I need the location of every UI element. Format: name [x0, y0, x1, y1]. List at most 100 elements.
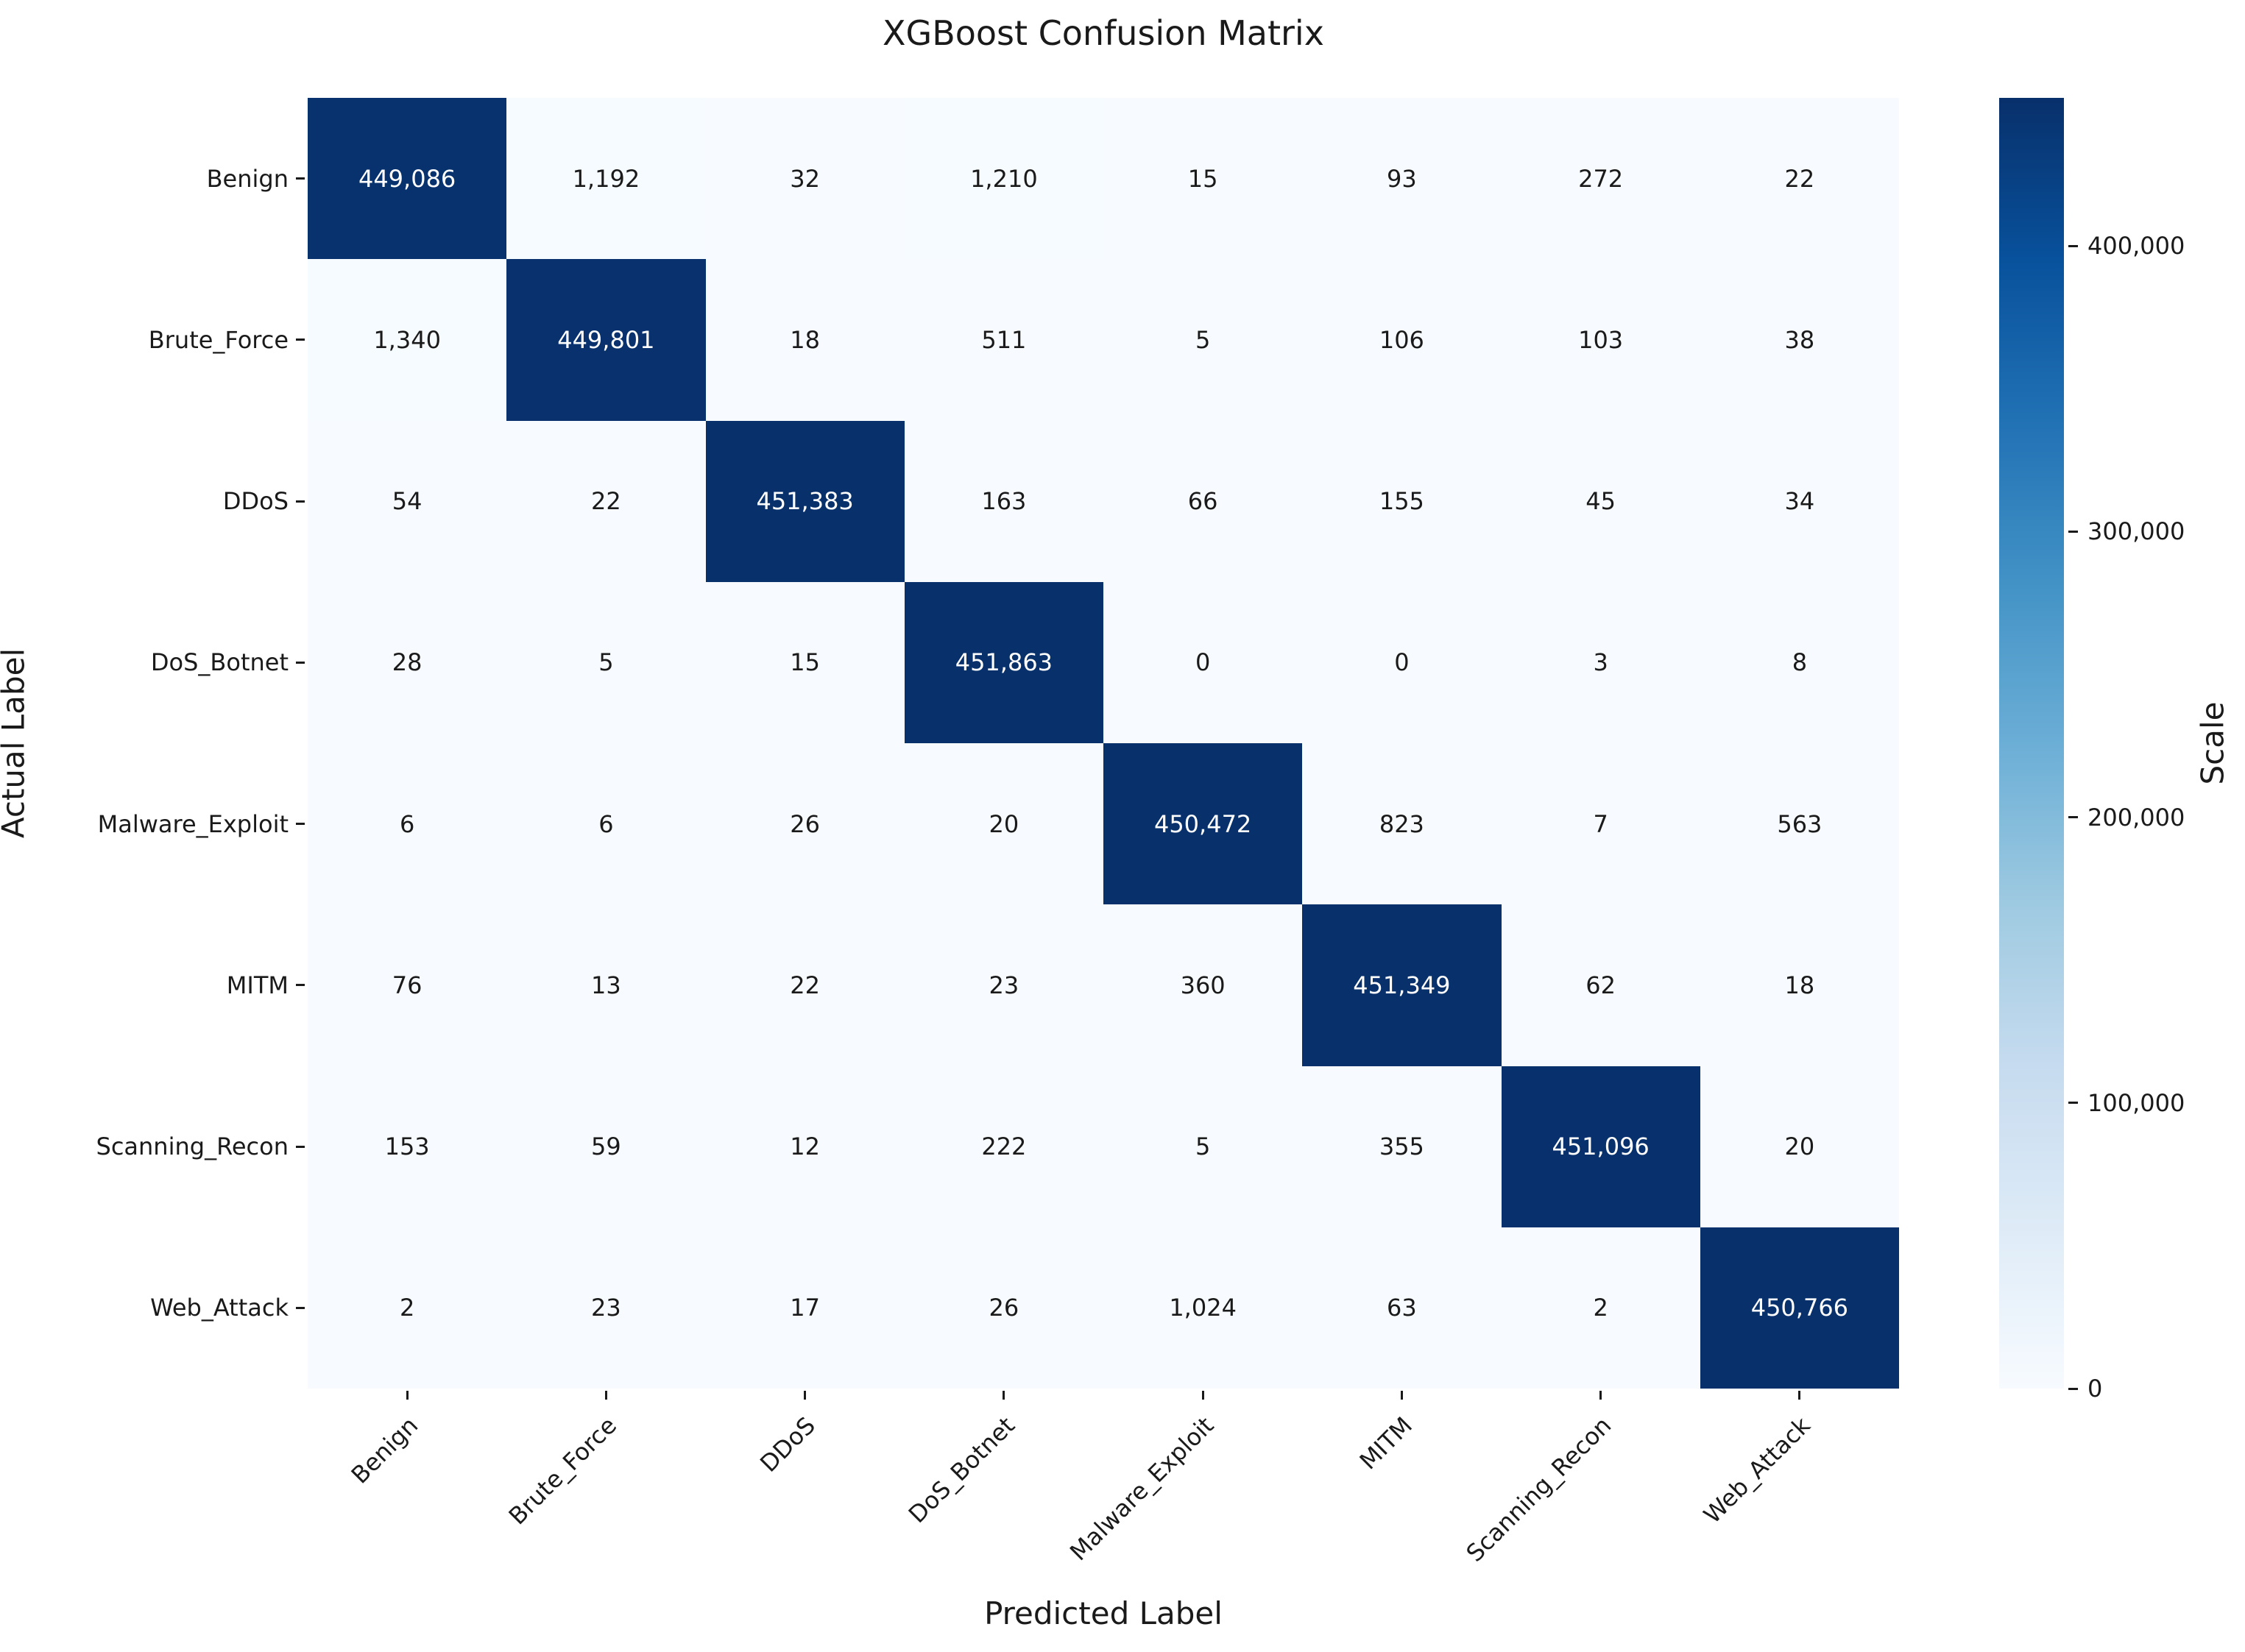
- matrix-cell-value: 23: [989, 971, 1019, 999]
- matrix-cell-value: 8: [1792, 648, 1808, 677]
- matrix-cell: 93: [1302, 98, 1502, 260]
- matrix-cell-value: 451,349: [1353, 971, 1451, 999]
- x-tick-mark: [1003, 1391, 1005, 1400]
- y-tick-label: Web_Attack: [150, 1294, 289, 1322]
- matrix-cell: 22: [705, 904, 905, 1066]
- matrix-cell: 449,086: [308, 98, 507, 260]
- matrix-cell: 62: [1501, 904, 1700, 1066]
- matrix-cell: 163: [904, 420, 1103, 582]
- matrix-cell: 45: [1501, 420, 1700, 582]
- matrix-cell: 106: [1302, 259, 1502, 421]
- y-tick-mark: [296, 984, 305, 987]
- matrix-cell-value: 18: [790, 325, 820, 354]
- matrix-cell-value: 103: [1578, 325, 1624, 354]
- matrix-cell-value: 272: [1578, 164, 1624, 193]
- matrix-cell: 7: [1501, 743, 1700, 905]
- matrix-cell-value: 163: [981, 487, 1027, 516]
- matrix-cell: 26: [705, 743, 905, 905]
- matrix-cell: 6: [506, 743, 706, 905]
- y-tick-mark: [296, 661, 305, 664]
- matrix-cell: 34: [1700, 420, 1899, 582]
- matrix-cell: 1,340: [308, 259, 507, 421]
- matrix-cell: 38: [1700, 259, 1899, 421]
- matrix-cell: 355: [1302, 1066, 1502, 1227]
- y-tick-mark: [296, 177, 305, 180]
- heatmap-grid: 449,086 1,192 32 1,210 15 93 272 22 1,340 449,801…: [308, 98, 1899, 1389]
- matrix-cell: 451,096: [1501, 1066, 1700, 1227]
- matrix-cell: 15: [1103, 98, 1303, 260]
- matrix-cell: 511: [904, 259, 1103, 421]
- matrix-cell-value: 22: [1784, 164, 1815, 193]
- matrix-cell: 18: [705, 259, 905, 421]
- matrix-cell: 63: [1302, 1227, 1502, 1389]
- matrix-cell-value: 45: [1585, 487, 1616, 516]
- y-tick-mark: [296, 823, 305, 826]
- matrix-cell-value: 28: [392, 648, 423, 677]
- colorbar-tick-mark: [2068, 1387, 2078, 1390]
- matrix-cell: 451,349: [1302, 904, 1502, 1066]
- matrix-cell-value: 23: [591, 1294, 621, 1322]
- colorbar-tick-mark: [2068, 244, 2078, 247]
- matrix-cell-value: 3: [1593, 648, 1608, 677]
- matrix-cell-value: 0: [1394, 648, 1410, 677]
- colorbar-tick-label: 400,000: [2087, 232, 2185, 260]
- matrix-cell-value: 450,766: [1750, 1294, 1849, 1322]
- matrix-cell: 5: [506, 581, 706, 743]
- matrix-cell: 20: [904, 743, 1103, 905]
- matrix-cell-value: 20: [989, 809, 1019, 838]
- matrix-cell-value: 59: [591, 1132, 621, 1161]
- y-tick-label: Brute_Force: [148, 325, 289, 354]
- colorbar-tick-mark: [2068, 530, 2078, 533]
- matrix-cell-value: 76: [392, 971, 423, 999]
- x-axis-title: Predicted Label: [984, 1595, 1223, 1631]
- matrix-cell-value: 355: [1379, 1132, 1424, 1161]
- matrix-cell: 18: [1700, 904, 1899, 1066]
- matrix-cell-value: 451,863: [955, 648, 1053, 677]
- matrix-cell: 0: [1302, 581, 1502, 743]
- y-tick-label: DDoS: [222, 487, 289, 516]
- x-tick-label-text: DoS_Botnet: [902, 1411, 1020, 1529]
- matrix-cell: 823: [1302, 743, 1502, 905]
- x-tick-label-text: Malware_Exploit: [1064, 1411, 1219, 1567]
- matrix-cell-value: 153: [384, 1132, 430, 1161]
- y-tick-label: DoS_Botnet: [150, 648, 289, 677]
- matrix-cell-value: 1,210: [970, 164, 1038, 193]
- matrix-cell: 3: [1501, 581, 1700, 743]
- x-tick-label-text: Brute_Force: [503, 1411, 623, 1531]
- matrix-cell: 26: [904, 1227, 1103, 1389]
- matrix-cell: 153: [308, 1066, 507, 1227]
- matrix-cell: 22: [506, 420, 706, 582]
- matrix-cell: 360: [1103, 904, 1303, 1066]
- matrix-cell-value: 1,024: [1169, 1294, 1237, 1322]
- matrix-cell-value: 13: [591, 971, 621, 999]
- colorbar-tick-label: 200,000: [2087, 803, 2185, 832]
- matrix-cell: 563: [1700, 743, 1899, 905]
- matrix-cell: 1,210: [904, 98, 1103, 260]
- matrix-cell-value: 93: [1387, 164, 1417, 193]
- x-tick-mark: [1201, 1391, 1204, 1400]
- matrix-cell-value: 2: [399, 1294, 415, 1322]
- matrix-cell: 103: [1501, 259, 1700, 421]
- matrix-cell: 222: [904, 1066, 1103, 1227]
- y-tick-label: MITM: [226, 971, 289, 999]
- matrix-cell-value: 15: [790, 648, 820, 677]
- matrix-cell-value: 360: [1180, 971, 1226, 999]
- matrix-cell-value: 449,086: [358, 164, 456, 193]
- matrix-cell: 451,383: [705, 420, 905, 582]
- x-tick-label-text: Scanning_Recon: [1460, 1411, 1617, 1567]
- matrix-cell-value: 5: [598, 648, 614, 677]
- matrix-cell-value: 6: [399, 809, 415, 838]
- x-tick-label-text: MITM: [1354, 1411, 1418, 1475]
- matrix-cell: 32: [705, 98, 905, 260]
- matrix-cell: 5: [1103, 1066, 1303, 1227]
- matrix-cell: 17: [705, 1227, 905, 1389]
- matrix-cell-value: 451,096: [1552, 1132, 1650, 1161]
- x-tick-mark: [406, 1391, 409, 1400]
- matrix-cell-value: 20: [1784, 1132, 1815, 1161]
- matrix-cell-value: 54: [392, 487, 423, 516]
- y-tick-mark: [296, 1145, 305, 1148]
- matrix-cell: 1,192: [506, 98, 706, 260]
- x-tick-mark: [1400, 1391, 1403, 1400]
- matrix-cell: 1,024: [1103, 1227, 1303, 1389]
